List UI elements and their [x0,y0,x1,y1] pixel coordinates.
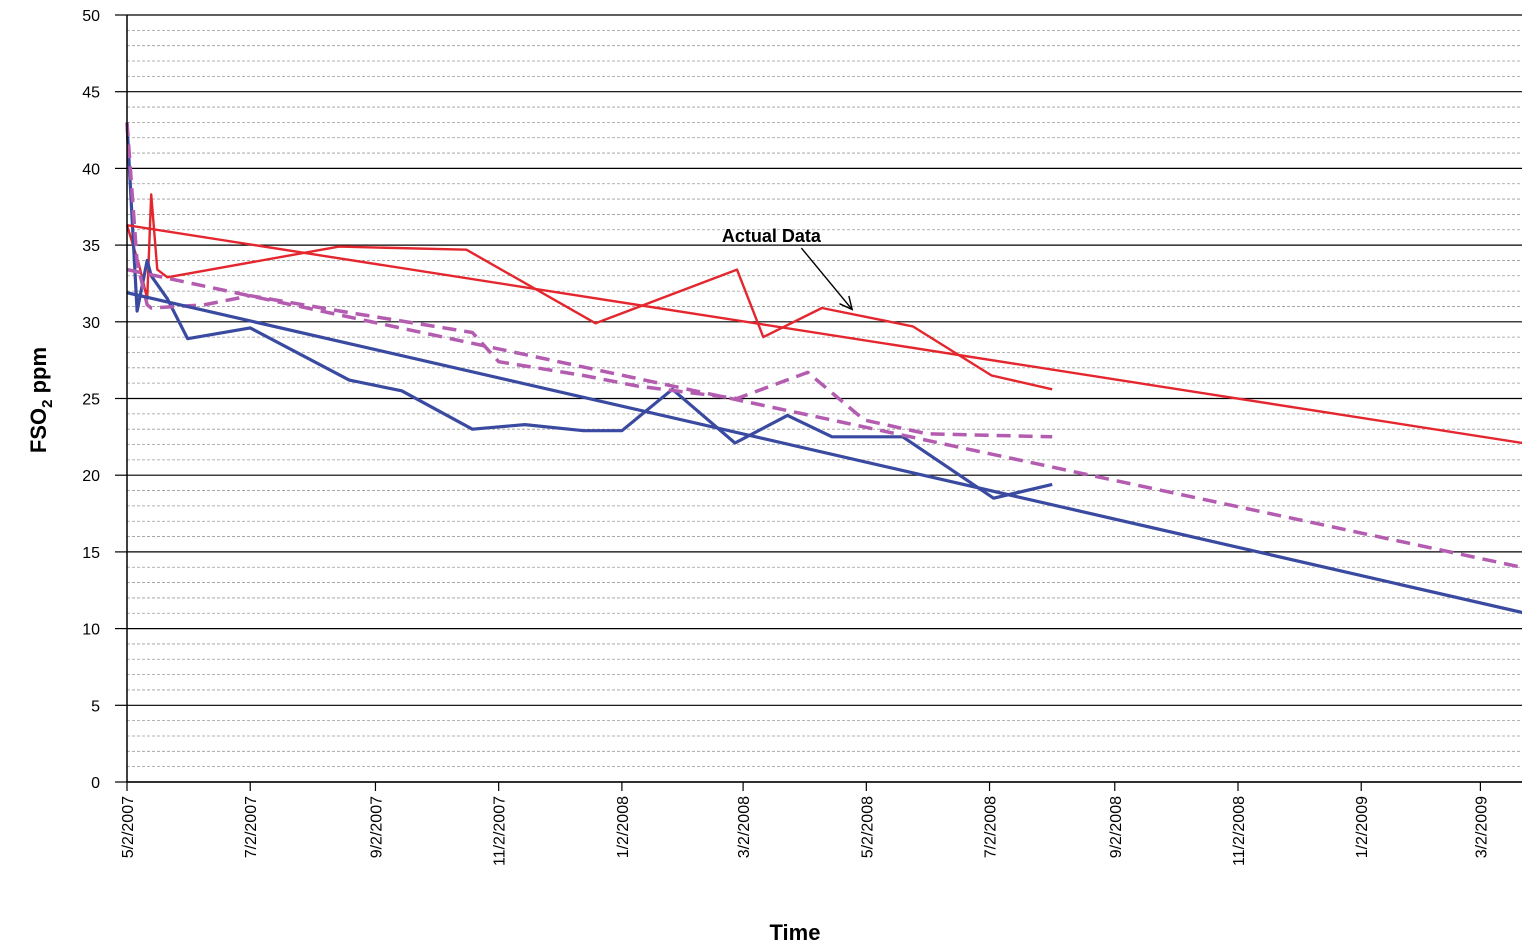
blue-actual-line [125,123,1053,500]
annotation-arrow-head [839,295,854,311]
y-axis-title-subscript: 2 [39,399,56,407]
purple-actual-line [125,122,1053,439]
y-axis-title: FSO2 ppm [26,347,56,453]
x-tick-label: 7/2/2007 [243,796,260,858]
x-tick-labels: 5/2/2007 7/2/2007 9/2/2007 11/2/2007 1/2/200… [120,782,1490,866]
x-tick-label: 1/2/2008 [615,796,632,858]
red-actual-line [125,193,1053,391]
y-tick-label: 30 [82,315,100,332]
x-tick-label: 3/2/2009 [1473,796,1490,858]
x-tick-label: 1/2/2009 [1354,796,1371,858]
plot-series [125,122,1522,615]
red-trend-line [126,224,1522,445]
x-axis-title: Time [770,920,821,945]
y-tick-label: 40 [82,161,100,178]
y-tick-label: 10 [82,622,100,639]
y-tick-label: 25 [82,392,100,409]
y-tick-label: 45 [82,85,100,102]
blue-trend-line [126,291,1522,615]
x-tick-label: 11/2/2008 [1231,796,1248,866]
y-tick-label: 15 [82,545,100,562]
annotations: Actual DataTrend Lines [722,226,854,311]
y-axis-title-main: FSO [26,408,51,453]
x-tick-label: 11/2/2007 [492,796,509,866]
grid [127,14,1522,783]
y-tick-labels: 0 5 10 15 20 25 30 35 40 45 50 [82,8,127,792]
purple-trend-line [126,267,1522,570]
x-tick-label: 9/2/2008 [1108,796,1125,858]
y-tick-label: 35 [82,238,100,255]
annotation-arrow-shaft [800,247,853,310]
x-tick-label: 3/2/2008 [736,796,753,858]
x-tick-label: 7/2/2008 [983,796,1000,858]
y-tick-label: 0 [91,775,100,792]
y-tick-label: 20 [82,468,100,485]
x-tick-label: 9/2/2007 [368,796,385,858]
y-tick-label: 50 [82,8,100,25]
x-tick-label: 5/2/2007 [120,796,137,858]
y-axis-title-unit: ppm [26,347,51,400]
annotation-label: Actual Data [722,226,822,246]
y-tick-label: 5 [91,698,100,715]
x-tick-label: 5/2/2008 [859,796,876,858]
